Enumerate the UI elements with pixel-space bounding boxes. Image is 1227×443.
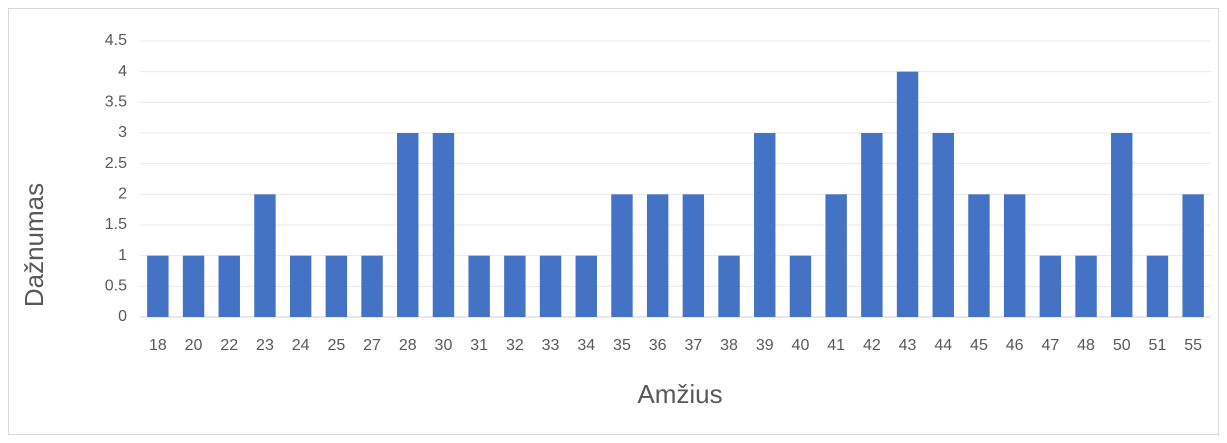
bar: [789, 255, 812, 317]
x-tick-label: 37: [684, 337, 702, 354]
x-tick-label: 48: [1077, 337, 1095, 354]
x-tick-label: 20: [185, 337, 203, 354]
x-tick-label: 45: [970, 337, 988, 354]
bar: [1003, 194, 1026, 317]
x-tick-label: 47: [1041, 337, 1059, 354]
bar: [825, 194, 847, 317]
x-tick-label: 38: [720, 337, 738, 354]
bar: [1039, 255, 1062, 317]
bar: [432, 133, 455, 317]
x-tick-label: 30: [435, 337, 453, 354]
bar: [182, 255, 205, 317]
x-tick-label: 27: [363, 337, 381, 354]
bar: [754, 133, 776, 317]
bar: [468, 255, 490, 317]
bar: [254, 194, 276, 317]
bar: [718, 255, 740, 317]
x-tick-label: 24: [292, 337, 310, 354]
bar: [611, 194, 633, 317]
x-tick-label: 40: [792, 337, 810, 354]
x-tick-label: 33: [542, 337, 560, 354]
x-tick-label: 43: [899, 337, 917, 354]
x-tick-label: 41: [827, 337, 845, 354]
x-axis-title: Amžius: [637, 379, 722, 409]
bar: [218, 255, 240, 317]
x-tick-label: 55: [1184, 337, 1202, 354]
y-tick-label: 1: [118, 247, 127, 264]
x-tick-label: 23: [256, 337, 274, 354]
bar: [575, 255, 597, 317]
bar: [861, 133, 883, 317]
x-tick-label: 32: [506, 337, 524, 354]
bar: [539, 255, 562, 317]
bar: [1111, 133, 1133, 317]
bar: [682, 194, 705, 317]
x-tick-label: 22: [220, 337, 238, 354]
x-tick-label: 36: [649, 337, 667, 354]
y-tick-label: 0.5: [105, 278, 127, 295]
x-tick-label: 31: [470, 337, 488, 354]
y-tick-label: 3.5: [105, 94, 127, 111]
bar: [147, 255, 169, 317]
bar: [1075, 255, 1097, 317]
bar: [932, 133, 954, 317]
x-tick-label: 46: [1006, 337, 1024, 354]
bar: [289, 255, 312, 317]
y-axis-title: Dažnumas: [19, 183, 49, 307]
bar: [504, 255, 526, 317]
x-tick-label: 42: [863, 337, 881, 354]
x-tick-label: 18: [149, 337, 167, 354]
bar: [896, 71, 919, 318]
bar: [361, 255, 383, 317]
x-tick-label: 25: [327, 337, 345, 354]
y-tick-label: 0: [118, 308, 127, 325]
y-tick-label: 1.5: [105, 216, 127, 233]
bar: [1146, 255, 1169, 317]
bar: [646, 194, 669, 317]
x-tick-label: 28: [399, 337, 417, 354]
bar: [1182, 194, 1204, 317]
x-tick-label: 35: [613, 337, 631, 354]
bar: [397, 133, 419, 317]
y-tick-label: 4.5: [105, 32, 127, 49]
x-tick-label: 50: [1113, 337, 1131, 354]
bar: [325, 255, 348, 317]
y-tick-label: 3: [118, 124, 127, 141]
x-tick-label: 51: [1149, 337, 1167, 354]
bar: [968, 194, 990, 317]
x-tick-label: 34: [577, 337, 595, 354]
y-tick-label: 4: [118, 63, 127, 80]
y-tick-label: 2.5: [105, 155, 127, 172]
x-tick-label: 39: [756, 337, 774, 354]
x-tick-label: 44: [934, 337, 952, 354]
y-tick-label: 2: [118, 186, 127, 203]
